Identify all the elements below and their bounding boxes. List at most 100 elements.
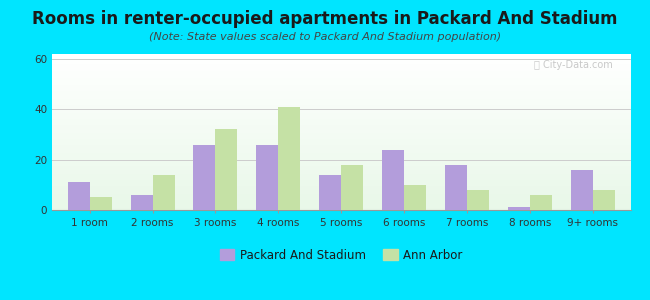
Bar [68,182,90,210]
Bar [27,130,650,132]
Bar [27,74,650,76]
Bar [27,157,650,158]
Bar [90,197,112,210]
Bar [27,180,650,182]
Bar [27,62,650,63]
Bar [27,207,650,208]
Bar [27,204,650,205]
Bar [27,77,650,79]
Bar [27,166,650,168]
Text: Rooms in renter-occupied apartments in Packard And Stadium: Rooms in renter-occupied apartments in P… [32,11,617,28]
Bar [27,63,650,65]
Bar [27,163,650,165]
Text: (Note: State values scaled to Packard And Stadium population): (Note: State values scaled to Packard An… [149,32,501,41]
Bar [27,187,650,188]
Bar [27,110,650,112]
Bar [27,196,650,197]
Bar [27,82,650,84]
Bar [27,193,650,194]
Bar [27,88,650,90]
Bar [27,60,650,62]
Bar [27,124,650,126]
Bar [27,202,650,204]
Bar [27,145,650,146]
Bar [27,80,650,82]
Bar [27,113,650,115]
Bar [153,175,175,210]
Bar [27,185,650,187]
Bar [27,54,650,56]
Bar [27,92,650,93]
Bar [27,201,650,202]
Bar [27,169,650,171]
Bar [27,191,650,193]
Bar [27,140,650,141]
Bar [27,165,650,166]
Bar [27,126,650,127]
Bar [27,123,650,124]
Bar [27,134,650,135]
Bar [256,145,278,210]
Bar [27,194,650,196]
Bar [27,182,650,184]
Bar [27,190,650,191]
Bar [27,71,650,73]
Bar [194,145,216,210]
Bar [27,199,650,201]
Bar [27,127,650,129]
Bar [27,107,650,109]
Bar [27,121,650,123]
Bar [27,197,650,199]
Bar [27,59,650,60]
Bar [27,176,650,177]
Bar [27,149,650,151]
Bar [27,90,650,92]
Bar [27,119,650,121]
Bar [27,168,650,170]
Bar [530,195,552,210]
Bar [27,155,650,157]
Bar [341,165,363,210]
Bar [27,129,650,130]
Bar [27,146,650,148]
Bar [319,175,341,210]
Bar [27,143,650,145]
Bar [27,137,650,138]
Bar [27,101,650,102]
Bar [27,188,650,190]
Bar [27,152,650,154]
Bar [571,170,593,210]
Bar [27,177,650,179]
Bar [27,171,650,172]
Bar [27,172,650,174]
Bar [27,141,650,143]
Bar [27,76,650,77]
Bar [27,84,650,85]
Bar [27,98,650,99]
Bar [27,102,650,104]
Bar [27,70,650,71]
Bar [27,179,650,180]
Bar [27,205,650,207]
Bar [508,208,530,210]
Legend: Packard And Stadium, Ann Arbor: Packard And Stadium, Ann Arbor [215,244,467,266]
Bar [404,185,426,210]
Bar [27,174,650,176]
Bar [27,104,650,106]
Bar [27,208,650,210]
Bar [27,79,650,80]
Bar [27,160,650,162]
Bar [27,138,650,140]
Bar [27,56,650,57]
Bar [27,93,650,94]
Bar [27,106,650,107]
Bar [27,65,650,67]
Bar [27,162,650,163]
Bar [27,99,650,101]
Bar [27,118,650,119]
Bar [27,154,650,155]
Bar [27,109,650,110]
Bar [27,132,650,134]
Bar [131,195,153,210]
Bar [382,150,404,210]
